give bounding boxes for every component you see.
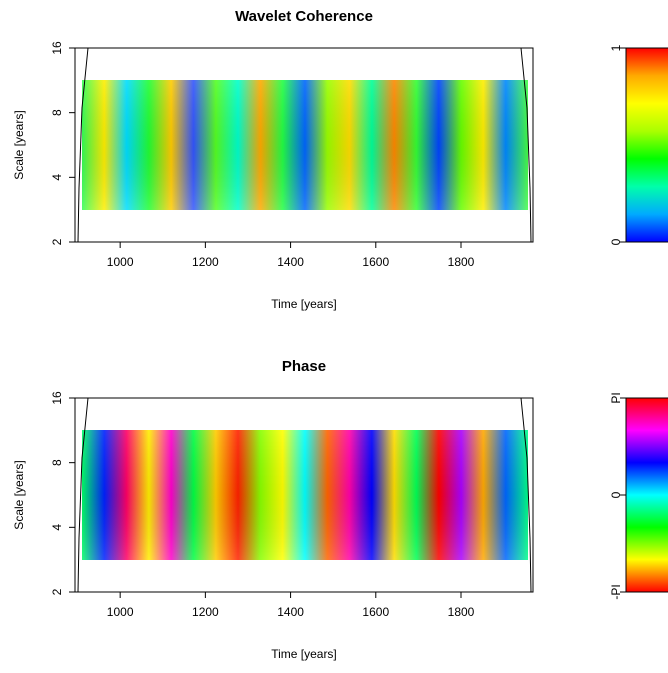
x-tick-label: 1200 xyxy=(192,255,219,269)
cone-of-influence xyxy=(520,397,532,593)
chart-title: Wavelet Coherence xyxy=(235,8,373,25)
x-tick-label: 1800 xyxy=(448,255,475,269)
y-tick-label: 16 xyxy=(50,391,64,405)
x-axis-label: Time [years] xyxy=(271,647,337,661)
colorbar xyxy=(625,47,668,243)
cone-of-influence xyxy=(77,397,89,593)
chart-title: Phase xyxy=(282,358,326,375)
y-tick-label: 4 xyxy=(50,174,64,181)
x-tick-label: 1000 xyxy=(107,255,134,269)
x-axis-label: Time [years] xyxy=(271,297,337,311)
x-tick-label: 1600 xyxy=(362,255,389,269)
plot-frame xyxy=(74,47,534,243)
colorbar-tick-label: 0 xyxy=(609,238,623,245)
colorbar-tick-label: 0 xyxy=(609,491,623,498)
x-tick-label: 1400 xyxy=(277,255,304,269)
y-tick-label: 2 xyxy=(50,238,64,245)
colorbar xyxy=(625,397,668,593)
y-tick-label: 8 xyxy=(50,459,64,466)
heatmap-shade xyxy=(82,430,528,560)
x-tick-label: 1600 xyxy=(362,605,389,619)
y-tick-label: 16 xyxy=(50,41,64,55)
colorbar-tick-label: -PI xyxy=(609,584,623,599)
heatmap-shade xyxy=(82,80,528,210)
colorbar-tick-label: 1 xyxy=(609,44,623,51)
x-tick-label: 1400 xyxy=(277,605,304,619)
x-tick-label: 1200 xyxy=(192,605,219,619)
plot-frame xyxy=(74,397,534,593)
x-tick-label: 1800 xyxy=(448,605,475,619)
y-axis-label: Scale [years] xyxy=(12,460,26,529)
cone-of-influence xyxy=(77,47,89,243)
y-tick-label: 8 xyxy=(50,109,64,116)
colorbar-tick-label: PI xyxy=(609,392,623,403)
y-tick-label: 4 xyxy=(50,524,64,531)
x-tick-label: 1000 xyxy=(107,605,134,619)
y-tick-label: 2 xyxy=(50,588,64,595)
y-axis-label: Scale [years] xyxy=(12,110,26,179)
cone-of-influence xyxy=(520,47,532,243)
